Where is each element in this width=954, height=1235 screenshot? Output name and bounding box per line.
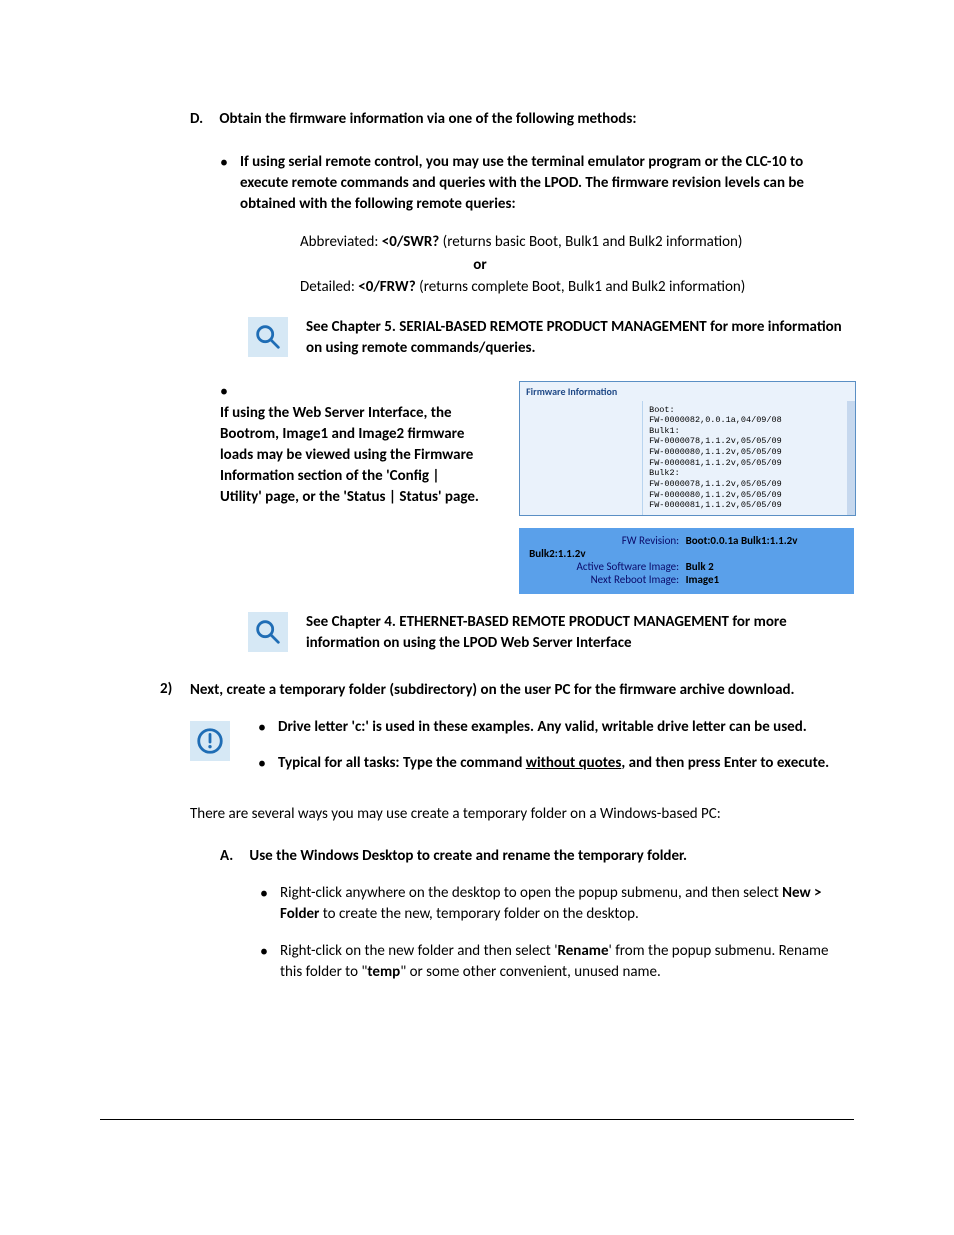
step-2: 2) Next, create a temporary folder (subd… [160,680,854,701]
bullet-dot: • [258,753,278,775]
plain-paragraph: There are several ways you may use creat… [190,804,854,825]
alert-item-typical: • Typical for all tasks: Type the comman… [258,753,854,775]
section-a: A. Use the Windows Desktop to create and… [220,847,854,865]
alert-typical-underline: without quotes [526,754,622,772]
fw-line: FW-0000081,1.1.2v,05/05/09 [649,458,849,469]
or-separator: or [300,254,660,277]
abbrev-cmd: <0/SWR? [382,233,440,251]
sub-bullet-rename-text: Right-click on the new folder and then s… [280,941,854,983]
detail-label: Detailed: [300,278,358,296]
alert-item-drive: • Drive letter 'c:' is used in these exa… [258,717,854,739]
web-interface-row: • If using the Web Server Interface, the… [220,381,854,594]
bullet-dot: • [260,883,280,905]
info-ethernet: See Chapter 4. ETHERNET-BASED REMOTE PRO… [248,612,854,654]
sub2-bold1: Rename [558,942,609,960]
info-serial: See Chapter 5. SERIAL-BASED REMOTE PRODU… [248,317,854,359]
fw-line: Boot: [649,405,849,416]
alert-typical-text: Typical for all tasks: Type the command … [278,753,854,774]
abbrev-desc: (returns basic Boot, Bulk1 and Bulk2 inf… [439,233,742,251]
web-interface-text-col: • If using the Web Server Interface, the… [220,381,499,508]
bullet-serial-text: If using serial remote control, you may … [240,152,854,215]
step-2-text: Next, create a temporary folder (subdire… [190,680,854,701]
magnifier-icon [248,612,288,652]
sub-bullet-new-folder: • Right-click anywhere on the desktop to… [260,883,854,925]
detail-desc: (returns complete Boot, Bulk1 and Bulk2 … [416,278,746,296]
step-2-number: 2) [160,680,190,701]
fw-line: FW-0000080,1.1.2v,05/05/09 [649,447,849,458]
active-image-row: Active Software Image: Bulk 2 [529,560,844,573]
sub1-post: to create the new, temporary folder on t… [319,905,638,923]
bullet2-text: If using the Web Server Interface, the B… [220,403,480,508]
bullet-dot: • [220,152,240,174]
info-serial-text: See Chapter 5. SERIAL-BASED REMOTE PRODU… [306,317,854,359]
firmware-info-list: Boot: FW-0000082,0.0.1a,04/09/08 Bulk1: … [642,401,855,515]
abbrev-label: Abbreviated: [300,233,382,251]
fw-line: FW-0000080,1.1.2v,05/05/09 [649,490,849,501]
fw-line: Bulk1: [649,426,849,437]
bullet1-text: If using serial remote control, you may … [240,153,804,213]
sub2-post: " or some other convenient, unused name. [400,963,661,981]
alert-icon [190,721,230,761]
page: D. Obtain the firmware information via o… [0,0,954,1059]
firmware-info-left [520,401,642,515]
scrollbar[interactable] [847,401,855,515]
sub1-pre: Right-click anywhere on the desktop to o… [280,884,782,902]
active-image-value: Bulk 2 [686,560,714,573]
alert-drive-text: Drive letter 'c:' is used in these examp… [278,717,854,738]
section-d: D. Obtain the firmware information via o… [190,110,854,128]
firmware-info-box: Firmware Information Boot: FW-0000082,0.… [519,381,856,516]
fw-revision-label: FW Revision: [529,534,683,547]
active-image-label: Active Software Image: [529,560,683,573]
firmware-info-body: Boot: FW-0000082,0.0.1a,04/09/08 Bulk1: … [520,401,855,515]
bullet-dot: • [258,717,278,739]
sub2-pre: Right-click on the new folder and then s… [280,942,558,960]
next-reboot-label: Next Reboot Image: [529,573,683,586]
next-reboot-value: Image1 [686,573,720,586]
fw-line: FW-0000078,1.1.2v,05/05/09 [649,436,849,447]
detail-cmd: <0/FRW? [358,278,415,296]
sub-bullet-new-folder-text: Right-click anywhere on the desktop to o… [280,883,854,925]
info-ethernet-text: See Chapter 4. ETHERNET-BASED REMOTE PRO… [306,612,854,654]
footer-divider [100,1119,854,1120]
firmware-info-header: Firmware Information [520,382,855,401]
detail-line: Detailed: <0/FRW? (returns complete Boot… [300,276,854,299]
alert-list: • Drive letter 'c:' is used in these exa… [258,717,854,790]
fw-line: Bulk2: [649,468,849,479]
abbrev-line: Abbreviated: <0/SWR? (returns basic Boot… [300,231,854,254]
fw-line: FW-0000082,0.0.1a,04/09/08 [649,415,849,426]
alert-typical-post: , and then press Enter to execute. [621,754,829,772]
section-d-text: Obtain the firmware information via one … [219,110,839,128]
sub2-bold2: temp [367,963,400,981]
bullet-serial: • If using serial remote control, you ma… [220,152,854,215]
fw-revision-row: FW Revision: Boot:0.0.1a Bulk1:1.1.2v Bu… [529,534,844,560]
queries-block: Abbreviated: <0/SWR? (returns basic Boot… [300,231,854,299]
magnifier-icon [248,317,288,357]
alert-typical-pre: Typical for all tasks: Type the command [278,754,526,772]
section-a-text: Use the Windows Desktop to create and re… [249,847,829,865]
next-reboot-row: Next Reboot Image: Image1 [529,573,844,586]
bullet-dot: • [220,381,240,403]
firmware-panel: Firmware Information Boot: FW-0000082,0.… [519,381,854,594]
section-d-label: D. [190,110,216,128]
alert-block: • Drive letter 'c:' is used in these exa… [190,717,854,790]
bullet-dot: • [260,941,280,963]
sub-bullet-rename: • Right-click on the new folder and then… [260,941,854,983]
fw-line: FW-0000081,1.1.2v,05/05/09 [649,500,849,511]
fw-line: FW-0000078,1.1.2v,05/05/09 [649,479,849,490]
section-a-label: A. [220,847,246,865]
firmware-status-box: FW Revision: Boot:0.0.1a Bulk1:1.1.2v Bu… [519,528,854,594]
